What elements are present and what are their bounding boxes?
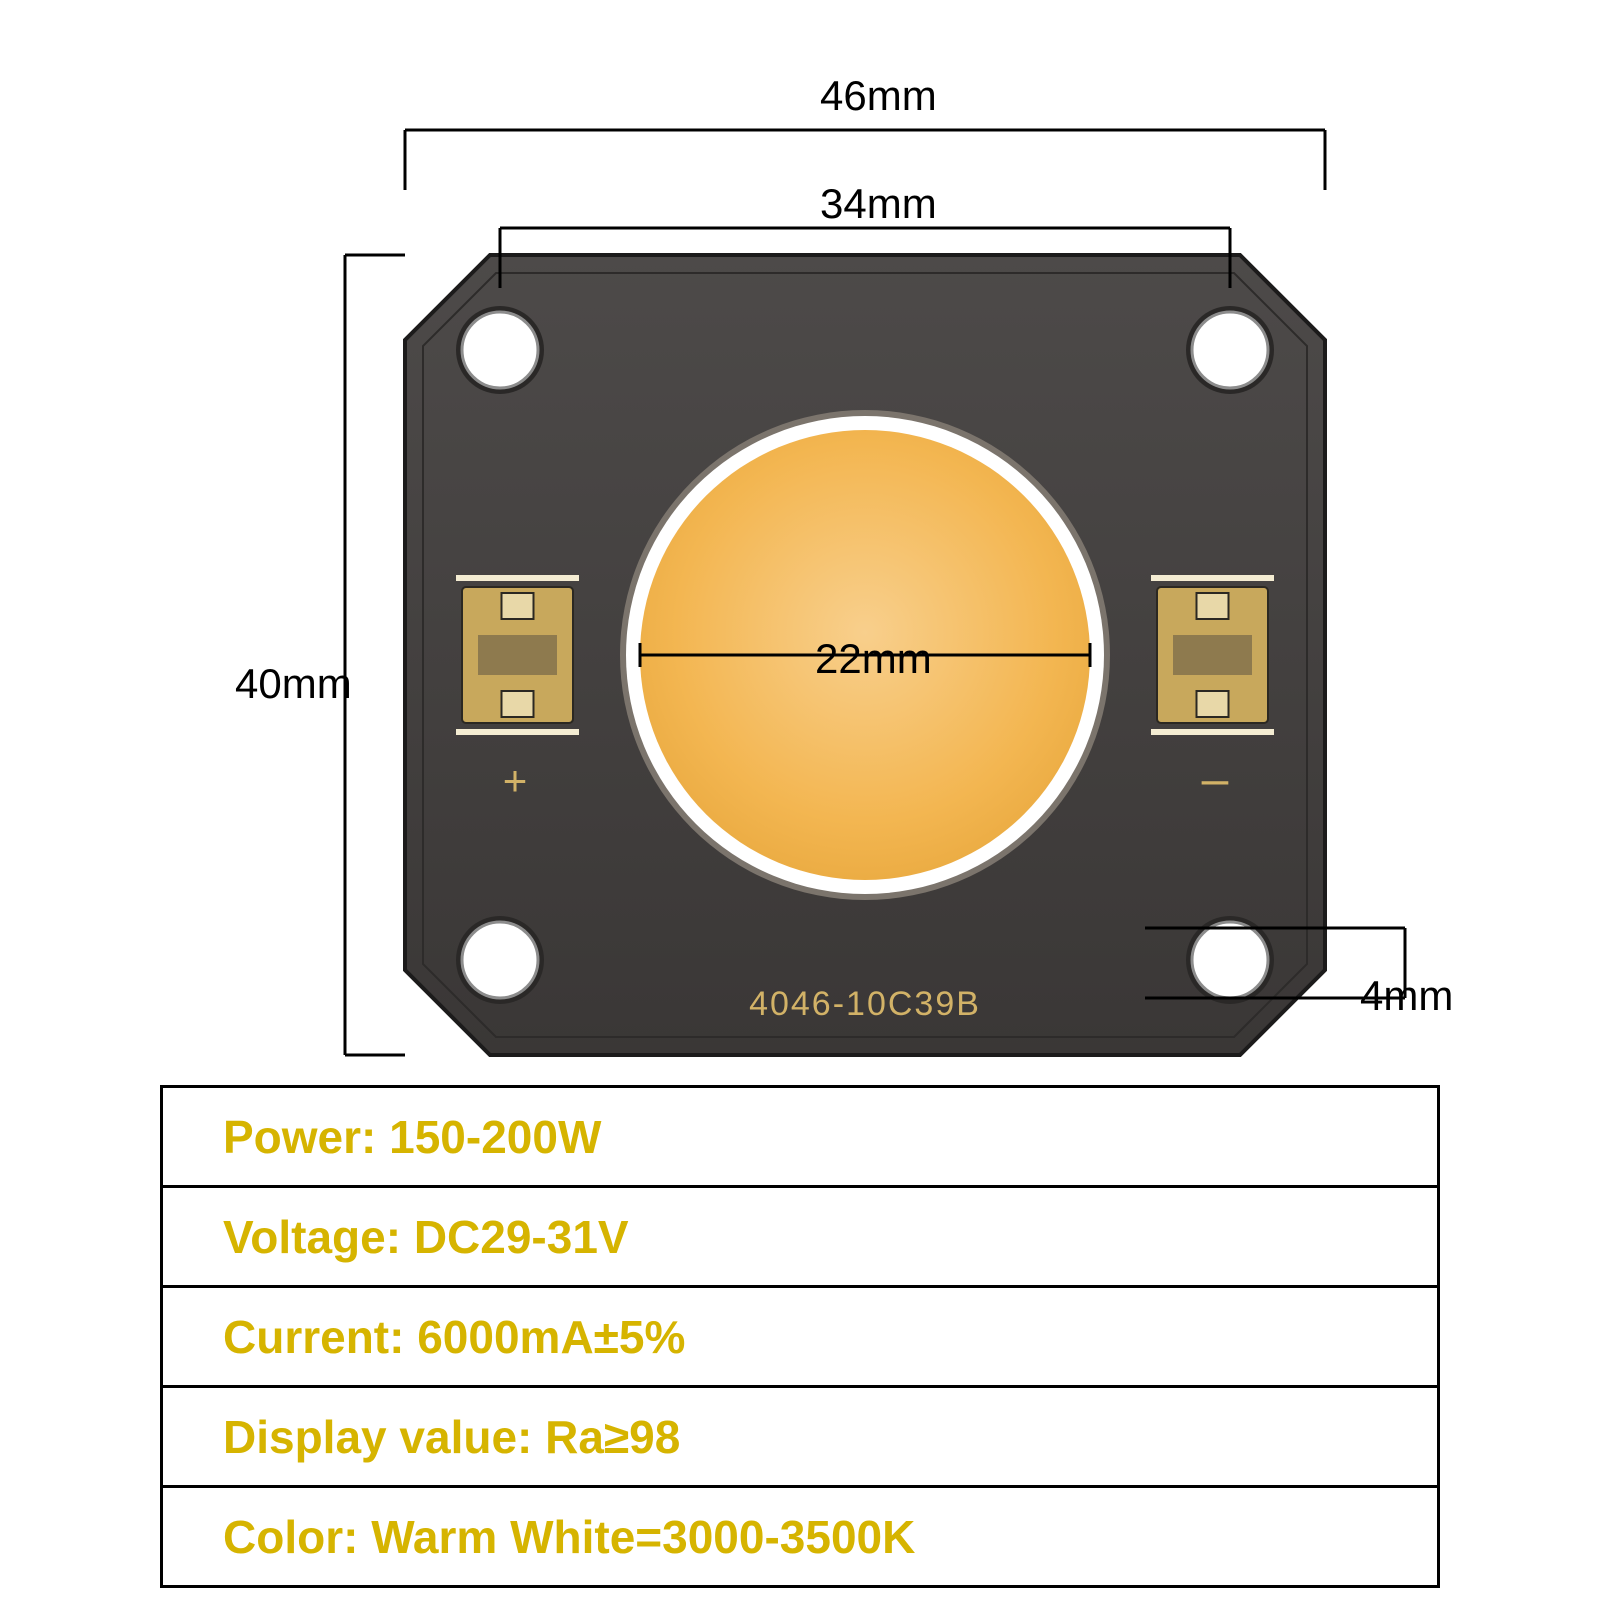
spec-row: Power: 150-200W [160, 1085, 1440, 1188]
dimension-label: 4mm [1360, 972, 1453, 1020]
spec-text: Power: 150-200W [223, 1110, 601, 1164]
spec-row: Voltage: DC29-31V [160, 1185, 1440, 1288]
mounting-hole [1192, 922, 1268, 998]
dimension-label: 40mm [235, 660, 352, 708]
polarity-plus: + [503, 757, 528, 804]
mounting-hole [462, 312, 538, 388]
dimension-label: 34mm [820, 180, 937, 228]
model-number: 4046-10C39B [749, 985, 981, 1023]
spec-row: Color: Warm White=3000-3500K [160, 1485, 1440, 1588]
spec-row: Display value: Ra≥98 [160, 1385, 1440, 1488]
dimension-label: 46mm [820, 72, 937, 120]
spec-text: Color: Warm White=3000-3500K [223, 1510, 915, 1564]
mounting-hole [462, 922, 538, 998]
spec-text: Current: 6000mA±5% [223, 1310, 685, 1364]
polarity-minus: – [1202, 753, 1229, 806]
spec-text: Display value: Ra≥98 [223, 1410, 680, 1464]
dimension-label: 22mm [815, 635, 932, 683]
spec-row: Current: 6000mA±5% [160, 1285, 1440, 1388]
mounting-hole [1192, 312, 1268, 388]
product-spec-infographic: + – 4046-10C39B 46mm 34mm 40mm 22mm 4mm Power:… [0, 0, 1600, 1600]
spec-text: Voltage: DC29-31V [223, 1210, 629, 1264]
